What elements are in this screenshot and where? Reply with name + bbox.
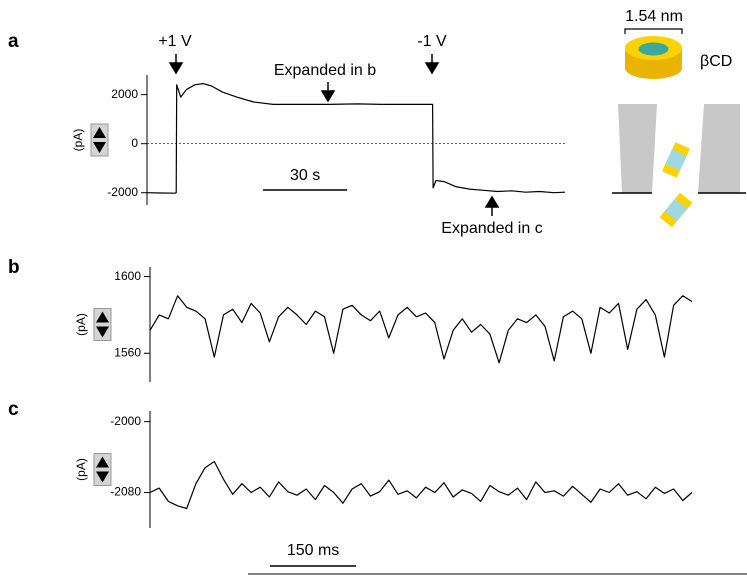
pore-wall xyxy=(698,104,740,193)
toggle-box xyxy=(93,453,112,486)
bracket xyxy=(624,28,683,34)
pore-wall xyxy=(618,104,657,193)
molecule-label: βCD xyxy=(700,53,732,70)
unit-toggle xyxy=(93,453,112,486)
toggle-down xyxy=(93,142,106,153)
scale-bar-label: 150 ms xyxy=(287,542,339,559)
molecule xyxy=(661,142,691,178)
panel-label: a xyxy=(8,31,19,52)
annotation: +1 V xyxy=(158,33,192,50)
arrows xyxy=(168,54,500,216)
y-tick-label: -2080 xyxy=(110,485,141,499)
y-axis-label: (pA) xyxy=(74,313,88,336)
width-label: 1.54 nm xyxy=(625,8,683,25)
toggle-up xyxy=(96,311,109,323)
unit-toggle xyxy=(90,123,109,157)
panel-label: b xyxy=(8,257,20,278)
y-tick-label: -2000 xyxy=(110,414,141,428)
toggle-box xyxy=(90,123,109,157)
toggle-up xyxy=(96,456,109,468)
trace xyxy=(146,83,566,194)
unit-toggle xyxy=(93,308,112,341)
y-axis-label: (pA) xyxy=(74,458,88,481)
y-axis-label: (pA) xyxy=(71,129,85,152)
cyclodextrin-diagram: 1.54 nm βCD xyxy=(612,8,746,228)
annotation: Expanded in b xyxy=(274,62,376,79)
trace xyxy=(149,460,693,510)
y-tick-label: 0 xyxy=(131,136,138,150)
ring-bottom xyxy=(625,57,682,79)
y-tick-label: 1560 xyxy=(114,345,141,359)
y-tick-label: 2000 xyxy=(111,87,138,101)
toggle-down xyxy=(96,326,109,338)
toggle-down xyxy=(96,471,109,483)
panel-label: c xyxy=(8,399,19,420)
toggle-up xyxy=(93,127,106,138)
y-tick-label: 1600 xyxy=(114,269,141,283)
annotation: Expanded in c xyxy=(441,220,542,237)
toggle-box xyxy=(93,308,112,341)
molecule xyxy=(659,192,693,228)
y-tick-label: -2000 xyxy=(107,185,138,199)
ring-cavity xyxy=(638,42,669,56)
scale-bar-label: 30 s xyxy=(290,167,320,184)
trace xyxy=(149,295,693,364)
annotation: -1 V xyxy=(417,33,447,50)
